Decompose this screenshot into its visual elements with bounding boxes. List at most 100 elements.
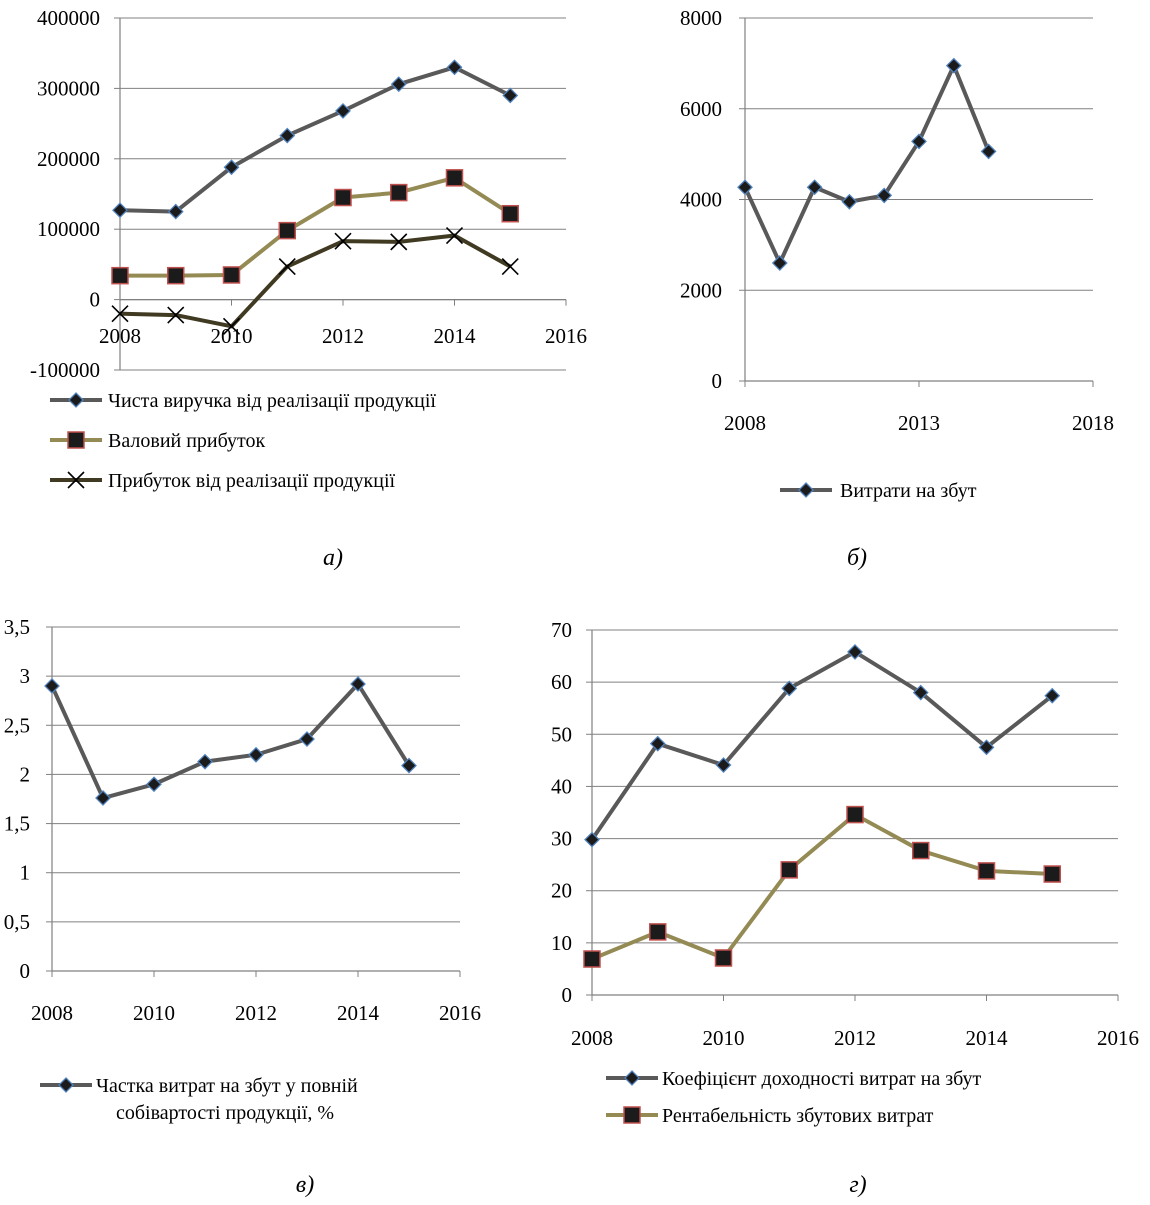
y-tick-label: 3 bbox=[20, 664, 31, 688]
y-tick-label: 0 bbox=[90, 288, 101, 312]
data-point bbox=[146, 776, 162, 793]
x-tick-label: 2018 bbox=[1072, 411, 1114, 435]
data-point bbox=[335, 103, 351, 119]
series-2 bbox=[111, 169, 519, 285]
data-point bbox=[223, 159, 240, 176]
data-point bbox=[781, 680, 798, 697]
data-point bbox=[714, 949, 733, 967]
series-1 bbox=[44, 676, 417, 806]
data-point bbox=[583, 950, 601, 968]
data-point bbox=[167, 306, 185, 324]
data-point bbox=[780, 861, 798, 879]
data-point bbox=[501, 204, 519, 223]
data-point bbox=[945, 57, 962, 74]
chart-caption: б) bbox=[847, 545, 867, 571]
data-point bbox=[299, 731, 315, 747]
series-line bbox=[119, 233, 512, 329]
x-tick-label: 2010 bbox=[703, 1026, 745, 1050]
chart-caption: а) bbox=[323, 545, 343, 571]
y-tick-label: 400000 bbox=[37, 6, 100, 30]
legend-label: Витрати на збут bbox=[840, 480, 977, 502]
data-point bbox=[502, 87, 519, 104]
data-point bbox=[977, 862, 996, 880]
data-point bbox=[980, 143, 997, 160]
chart-b: 0 2000 4000 6000 8000 2008 2013 2018 Витрати на … bbox=[680, 6, 1114, 571]
data-point bbox=[111, 305, 129, 323]
x-tick-label: 2016 bbox=[439, 1001, 481, 1025]
series-line bbox=[50, 682, 411, 801]
y-tick-label: 0,5 bbox=[4, 910, 30, 934]
data-point bbox=[222, 317, 241, 335]
data-point bbox=[737, 179, 753, 196]
data-point bbox=[1043, 865, 1061, 883]
series-1 bbox=[584, 643, 1061, 848]
series-line bbox=[591, 812, 1053, 961]
data-point bbox=[350, 676, 366, 692]
data-point bbox=[334, 188, 352, 207]
x-tick-label: 2008 bbox=[571, 1026, 613, 1050]
data-point bbox=[912, 684, 929, 701]
legend-marker bbox=[798, 482, 814, 498]
data-point bbox=[445, 169, 464, 187]
data-point bbox=[911, 133, 927, 150]
y-tick-label: 50 bbox=[551, 722, 572, 746]
data-point bbox=[771, 255, 788, 271]
chart-c: 0 0,5 1 1,5 2 2,5 3 3,5 2008 2010 2012 2014 2016 Част… bbox=[4, 615, 481, 1198]
data-point bbox=[334, 232, 352, 250]
x-tick-label: 2010 bbox=[133, 1001, 175, 1025]
data-point bbox=[279, 127, 296, 144]
series-2 bbox=[583, 805, 1061, 968]
x-tick-label: 2008 bbox=[724, 411, 766, 435]
y-tick-label: 1 bbox=[20, 861, 31, 885]
data-point bbox=[111, 266, 129, 285]
y-tick-label: 4000 bbox=[680, 188, 722, 212]
data-point bbox=[278, 221, 296, 240]
y-tick-label: 0 bbox=[20, 959, 31, 983]
y-tick-label: 2 bbox=[20, 762, 31, 786]
y-tick-label: 40 bbox=[551, 774, 572, 798]
y-tick-label: 0 bbox=[562, 983, 573, 1007]
data-point bbox=[167, 266, 185, 285]
legend-label: собівартості продукції, % bbox=[116, 1102, 334, 1124]
y-tick-label: 1,5 bbox=[4, 812, 30, 836]
x-tick-label: 2012 bbox=[834, 1026, 876, 1050]
data-point bbox=[649, 923, 667, 941]
data-point bbox=[167, 203, 184, 220]
data-point bbox=[715, 757, 732, 773]
legend-marker bbox=[67, 471, 85, 489]
x-tick-label: 2016 bbox=[545, 324, 587, 348]
data-point bbox=[222, 266, 241, 284]
y-tick-label: 30 bbox=[551, 827, 572, 851]
data-point bbox=[912, 841, 930, 860]
data-point bbox=[445, 226, 464, 245]
x-tick-label: 2008 bbox=[99, 324, 141, 348]
data-point bbox=[649, 735, 666, 752]
legend-label: Прибуток від реалізації продукції bbox=[108, 470, 396, 492]
chart-caption: г) bbox=[849, 1172, 866, 1198]
series-line bbox=[119, 65, 512, 214]
y-tick-label: 10 bbox=[551, 931, 572, 955]
x-tick-label: 2012 bbox=[235, 1001, 277, 1025]
data-point bbox=[44, 678, 60, 694]
x-tick-label: 2008 bbox=[31, 1001, 73, 1025]
data-point bbox=[248, 746, 264, 763]
y-tick-label: -100000 bbox=[30, 358, 100, 382]
data-point bbox=[95, 790, 111, 806]
data-point bbox=[390, 233, 408, 251]
legend: Чиста виручка від реалізації продукції Ва… bbox=[50, 390, 436, 492]
chart-caption: в) bbox=[296, 1172, 314, 1198]
data-point bbox=[846, 805, 864, 824]
legend: Коефіцієнт доходності витрат на збут Рент… bbox=[606, 1068, 982, 1127]
legend-label: Рентабельність збутових витрат bbox=[662, 1105, 934, 1127]
data-point bbox=[112, 202, 128, 219]
legend-marker bbox=[624, 1070, 640, 1086]
y-tick-label: 3,5 bbox=[4, 615, 30, 639]
y-tick-label: 100000 bbox=[37, 217, 100, 241]
y-tick-label: 0 bbox=[712, 369, 723, 393]
legend-marker bbox=[67, 431, 85, 449]
data-point bbox=[847, 643, 863, 660]
data-point bbox=[446, 59, 463, 76]
legend-label: Валовий прибуток bbox=[108, 430, 266, 452]
data-point bbox=[197, 753, 213, 770]
